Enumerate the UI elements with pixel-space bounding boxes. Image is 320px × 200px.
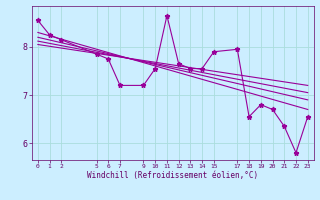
X-axis label: Windchill (Refroidissement éolien,°C): Windchill (Refroidissement éolien,°C) — [87, 171, 258, 180]
